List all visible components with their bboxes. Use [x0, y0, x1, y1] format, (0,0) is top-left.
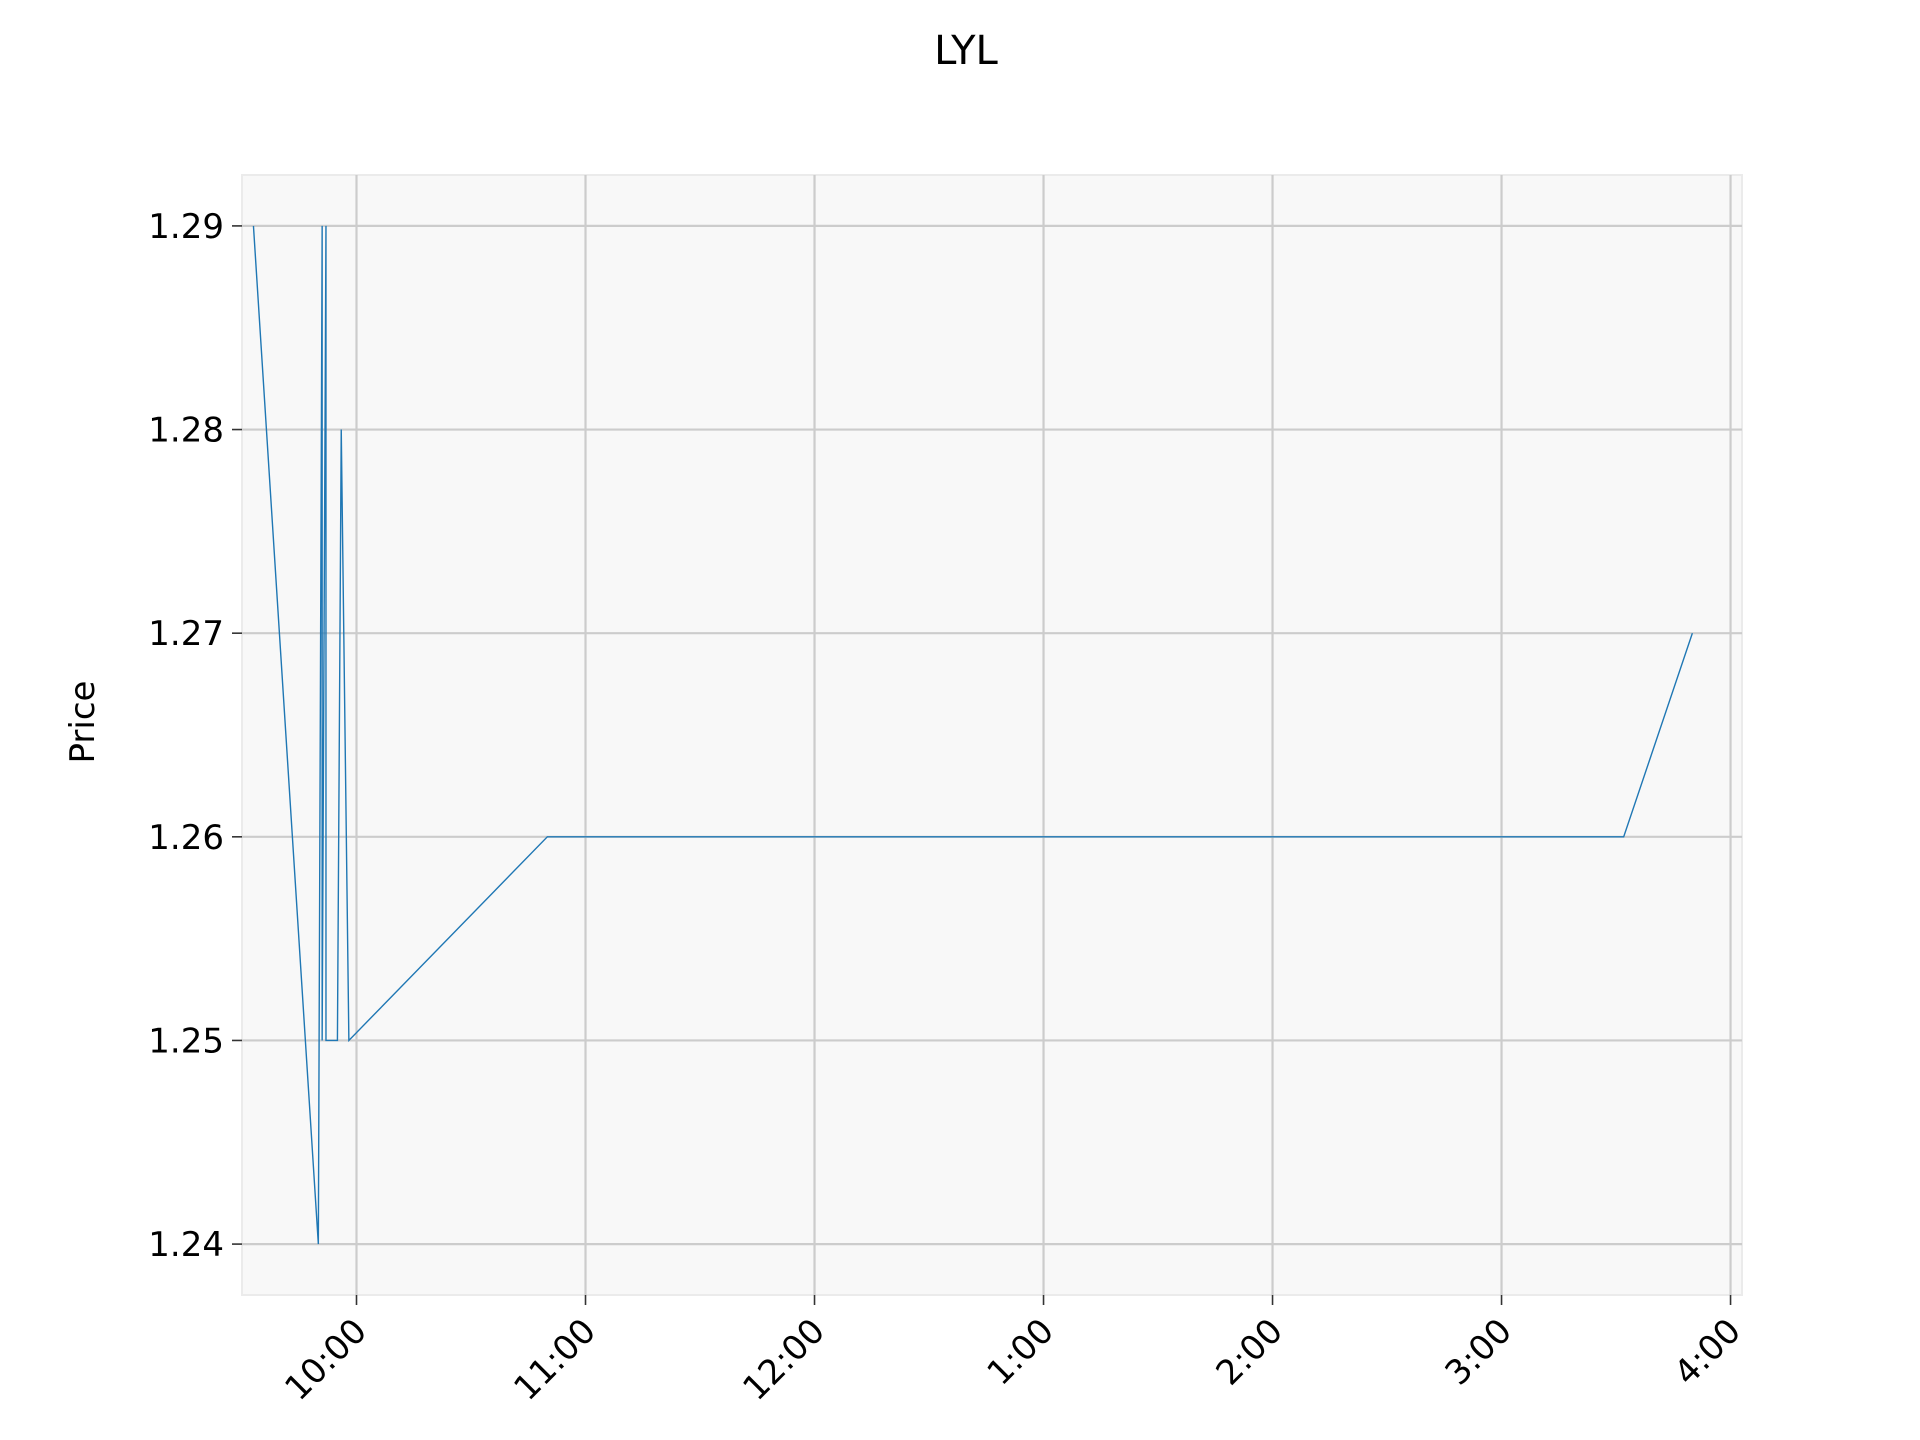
x-tick-label: 1:00 [980, 1311, 1062, 1393]
y-tick-label: 1.27 [148, 614, 224, 654]
plot-area [241, 174, 1743, 1296]
x-tick-label: 12:00 [735, 1311, 833, 1409]
x-tick-label: 2:00 [1209, 1311, 1291, 1393]
y-tick-label: 1.29 [148, 207, 224, 247]
x-tick-label: 4:00 [1667, 1311, 1749, 1393]
price-series-line [252, 225, 1694, 1245]
chart-title: LYL [934, 28, 998, 74]
y-tick-label: 1.28 [148, 411, 224, 451]
x-tick-label: 11:00 [506, 1311, 604, 1409]
y-tick-label: 1.26 [148, 818, 224, 858]
y-tick-label: 1.24 [148, 1225, 224, 1265]
y-axis-label: Price [63, 681, 103, 764]
x-tick-label: 10:00 [277, 1311, 375, 1409]
y-tick-label: 1.25 [148, 1021, 224, 1061]
series-layer [252, 225, 1694, 1245]
x-tick-label: 3:00 [1438, 1311, 1520, 1393]
grid-lines [242, 175, 1742, 1295]
